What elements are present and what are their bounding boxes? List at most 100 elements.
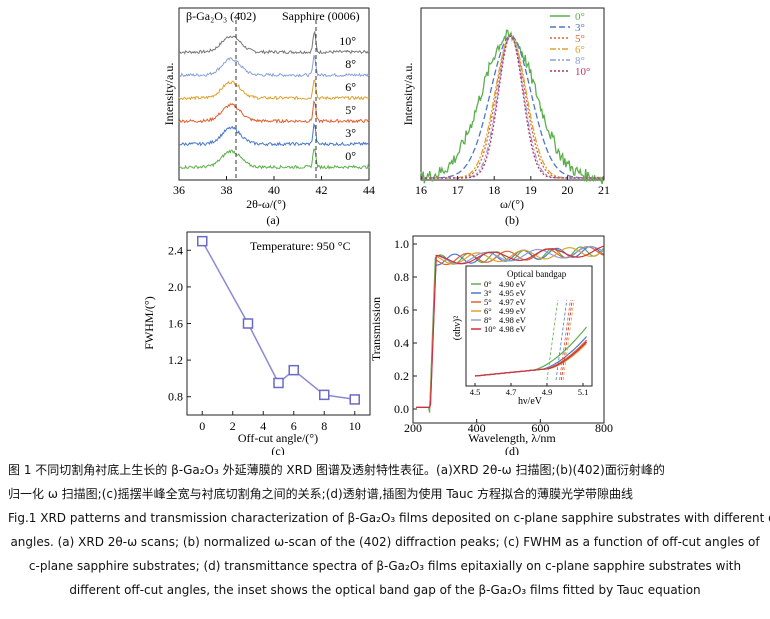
panel-a-curve-label: 3° — [345, 126, 356, 140]
panel-a-curve-label: 10° — [339, 34, 356, 48]
panel-a-xlabel: 2θ-ω/(°) — [246, 197, 286, 211]
panel-a-curve-labels: 10° 8° 6° 5° 3° 0° — [339, 34, 356, 163]
panel-c-yticks: 0.8 1.2 1.6 2.0 2.4 — [168, 243, 191, 404]
panel-d-series-1 — [416, 245, 604, 408]
panel-d-yticks: 0.0 0.2 0.4 0.6 0.8 1.0 — [394, 237, 417, 416]
inset-legend: 0° 4.90 eV 3° 4.95 eV 5° 4.97 eV 6° 4.99 eV 8° 4.… — [471, 279, 527, 334]
panel-c-point — [288, 364, 299, 376]
inset-fit-line — [561, 299, 573, 381]
figure-canvas: β-Ga₂O₃ (4̄02) Sapphire (0006) 10°8°6°5°… — [142, 7, 613, 455]
panel-b-xtick-label: 21 — [598, 183, 610, 197]
inset-series-5 — [474, 341, 588, 377]
caption-en-line-2: angles. (a) XRD 2θ-ω scans; (b) normaliz… — [10, 535, 760, 549]
panel-d-ytick-label: 0.8 — [394, 270, 409, 284]
inset-legend-value: 4.98 eV — [499, 324, 527, 334]
panel-c-ylabel: FWHM/(°) — [142, 296, 156, 349]
panel-b-legend-label: 6° — [575, 44, 585, 56]
panel-a-curve-1 — [178, 54, 370, 78]
panel-b-legend-label: 10° — [575, 66, 590, 78]
panel-b-legend-label: 3° — [575, 22, 585, 34]
panel-b-series-0 — [420, 29, 604, 185]
panel-a-curve-5 — [178, 148, 370, 170]
panel-c-ytick-label: 1.2 — [168, 353, 183, 367]
panel-c: Temperature: 950 °C 0 2 4 6 8 10 0.8 1.2 1.6 2.0… — [142, 231, 371, 455]
inset-frame — [465, 265, 593, 387]
panel-d-series-3 — [416, 247, 604, 408]
panel-a-xtick-label: 38 — [221, 183, 233, 197]
panel-a-curve-0 — [178, 30, 370, 55]
panel-a-curve-2 — [178, 79, 370, 101]
caption-cn-line-2: 归一化 ω 扫描图;(c)摇摆半峰全宽与衬底切割角之间的关系;(d)透射谱,插图… — [8, 487, 634, 501]
panel-d-xtick-label: 400 — [468, 421, 486, 435]
caption-cn-line-1: 图 1 不同切割角衬底上生长的 β-Ga₂O₃ 外延薄膜的 XRD 图谱及透射特… — [8, 463, 665, 477]
panel-a-title-right: Sapphire (0006) — [282, 9, 360, 23]
inset-legend-value: 4.95 eV — [499, 288, 527, 298]
panel-b-legend-label: 8° — [575, 55, 585, 67]
panel-b-frame — [420, 7, 605, 181]
panel-c-point — [349, 394, 360, 405]
panel-c-point — [242, 318, 254, 329]
inset-xtick-label: 4.9 — [542, 387, 553, 397]
inset-legend-angle: 10° — [484, 324, 496, 334]
panel-d-ytick-label: 1.0 — [394, 237, 409, 251]
panel-c-xtick-label: 4 — [260, 419, 266, 433]
panel-c-point — [319, 389, 330, 401]
inset-fit-line — [546, 299, 559, 381]
panel-c-annotation: Temperature: 950 °C — [250, 239, 351, 253]
panel-d-series-4 — [416, 246, 604, 408]
panel-a-curve-label: 0° — [345, 149, 356, 163]
panel-a-xtick-label: 42 — [316, 183, 328, 197]
panel-a-curve-4 — [178, 122, 370, 147]
panel-b-xtick-label: 17 — [452, 183, 464, 197]
panel-c-xticks: 0 2 4 6 8 10 — [199, 411, 361, 433]
panel-a-curve-3 — [178, 100, 370, 124]
panel-c-xtick-label: 10 — [349, 419, 361, 433]
panel-c-label: (c) — [271, 444, 284, 455]
inset-legend-angle: 3° — [484, 288, 492, 298]
panel-d-frame — [412, 235, 605, 424]
panel-a-xtick-label: 36 — [173, 183, 185, 197]
inset-legend-angle: 5° — [484, 297, 492, 307]
panel-c-ytick-label: 1.6 — [168, 317, 183, 331]
inset-xlabel: hν/eV — [518, 396, 543, 407]
panel-c-xtick-label: 0 — [199, 419, 205, 433]
panel-c-ytick-label: 2.4 — [168, 243, 183, 257]
panel-c-plot — [197, 235, 360, 405]
caption-en-line-3: c-plane sapphire substrates; (d) transmi… — [28, 559, 742, 573]
inset-legend-value: 4.98 eV — [499, 315, 527, 325]
panel-d-xtick-label: 200 — [404, 421, 422, 435]
panel-b-ylabel: Intensity/a.u. — [401, 63, 415, 126]
panel-a-curves — [178, 30, 370, 170]
panel-d-xlabel: Wavelength, λ/nm — [468, 431, 556, 445]
inset-fit-line — [555, 299, 568, 381]
panel-d-series-5 — [416, 245, 604, 408]
panel-c-point — [197, 235, 208, 247]
inset-legend-angle: 0° — [484, 279, 492, 289]
inset-curves — [474, 299, 588, 381]
panel-d-curves — [416, 245, 604, 413]
panel-b: 0°3°5°6°8°10° 16 17 18 19 20 21 ω/(°) Intensi… — [401, 7, 610, 227]
inset-xticks: 4.5 4.7 4.9 5.1 — [470, 383, 588, 397]
panel-a-xtick-label: 40 — [268, 183, 280, 197]
caption-en-line-4: different off-cut angles, the inset show… — [69, 583, 701, 597]
panel-d-xticks: 200 400 600 800 — [404, 419, 613, 435]
panel-b-xlabel: ω/(°) — [500, 197, 524, 211]
panel-b-label: (b) — [505, 213, 519, 227]
inset-legend-value: 4.97 eV — [499, 297, 527, 307]
inset-title: Optical bandgap — [507, 269, 567, 279]
inset-ylabel: (αhν)² — [452, 316, 463, 340]
panel-a-ylabel: Intensity/a.u. — [162, 63, 176, 126]
panel-a-xticks: 36 38 40 42 44 — [173, 176, 375, 197]
caption-en-line-1: Fig.1 XRD patterns and transmission char… — [8, 511, 770, 525]
panel-b-xtick-label: 20 — [561, 183, 573, 197]
panel-c-xlabel: Off-cut angle/(°) — [238, 431, 318, 445]
panel-d-label: (d) — [505, 444, 519, 455]
panel-d-xtick-label: 600 — [531, 421, 549, 435]
panel-b-xticks: 16 17 18 19 20 21 — [415, 176, 610, 197]
panel-c-line — [201, 240, 355, 401]
panel-b-legend-label: 5° — [575, 33, 585, 45]
panel-d-inset: Optical bandgap 0° 4.90 eV 3° 4.95 eV 5° 4.97… — [452, 265, 593, 407]
panel-b-legend: 0°3°5°6°8°10° — [550, 11, 590, 78]
panel-a-label: (a) — [266, 213, 279, 227]
inset-legend-value: 4.90 eV — [499, 279, 527, 289]
